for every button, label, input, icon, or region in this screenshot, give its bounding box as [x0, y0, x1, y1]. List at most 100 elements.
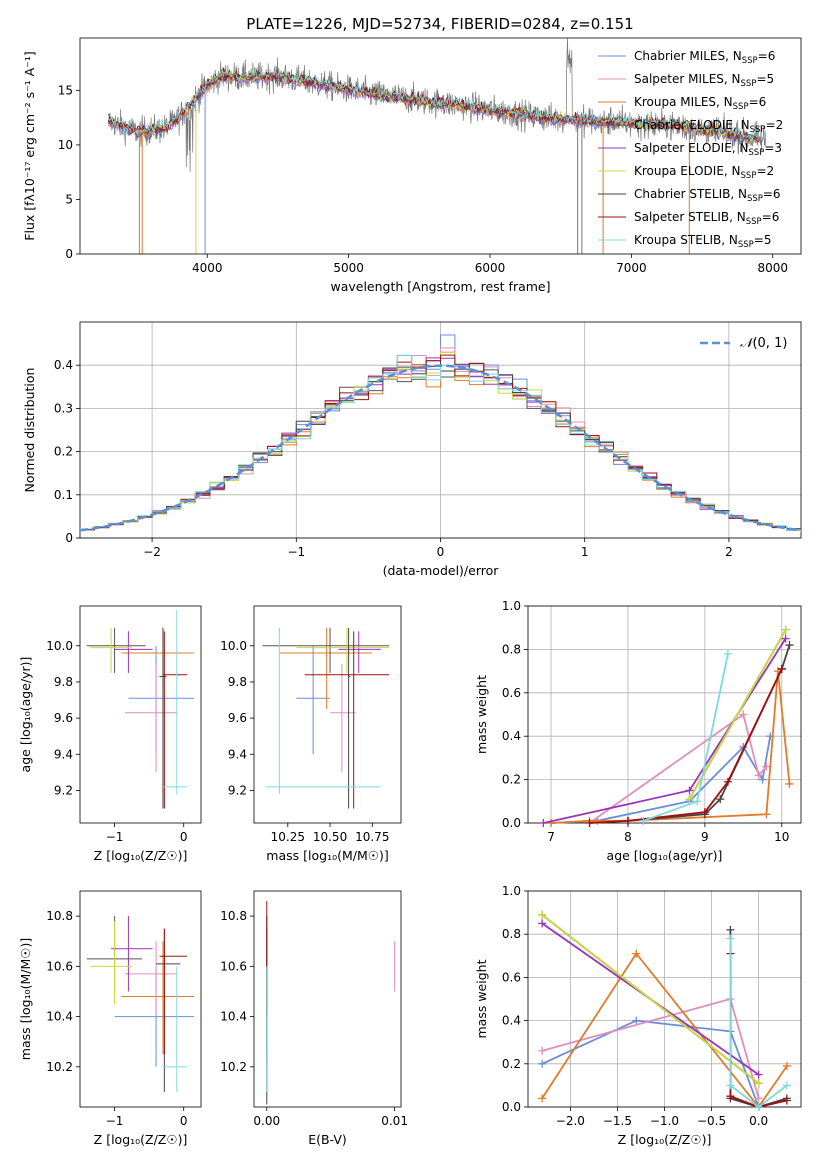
age_vs_Z-axes: −1 0 9.2 9.4 9.6 9.8 10.0 Z [log₁₀(Z/Z☉)] age [l… — [18, 605, 202, 863]
model-spectrum-line — [107, 68, 759, 143]
mass_weight_vs_Z-xtick-label: −2.0 — [556, 1114, 585, 1128]
residuals-ytick-label: 0.3 — [54, 401, 73, 415]
legend-entry-subscript: SSP — [741, 79, 757, 89]
age_vs_Z-points — [86, 609, 195, 809]
age_vs_mass-ytick-label: 9.4 — [228, 747, 247, 761]
mass-weight-marker — [547, 819, 556, 827]
mass-weight-line — [589, 668, 783, 824]
spectrum-ytick-label: 5 — [65, 192, 73, 206]
age_vs_mass-ytick-label: 9.2 — [228, 783, 247, 797]
mass-weight-marker — [754, 1070, 763, 1079]
legend-entry-value: =6 — [763, 187, 781, 201]
legend-entry: Salpeter ELODIE, NSSP=3 — [634, 141, 782, 158]
age_vs_mass-ytick-label: 10.0 — [220, 639, 247, 653]
mass-weight-marker — [726, 934, 735, 943]
spectrum-ytick-label: 0 — [65, 247, 73, 261]
mass_vs_Z-xtick-label: 0 — [180, 1114, 188, 1128]
mass-weight-marker — [538, 1094, 547, 1103]
age_vs_Z-ytick-label: 10.0 — [46, 639, 73, 653]
mass_weight_vs_age-xtick-label: 10 — [774, 830, 789, 844]
mass_weight_vs_age-ytick-label: 0.2 — [502, 773, 521, 787]
legend-entry-value: =5 — [756, 72, 774, 86]
spectrum-axes: 4000 5000 6000 7000 8000 0 5 10 15 wavelength [An… — [22, 37, 802, 294]
residuals-ytick-label: 0.1 — [54, 488, 73, 502]
age_vs_Z-xtick-label: 0 — [180, 830, 188, 844]
legend-entry: 𝒩(0, 1) — [740, 336, 787, 351]
legend-entry: Chabrier STELIB, NSSP=6 — [634, 187, 781, 204]
legend-entry-value: =2 — [766, 118, 784, 132]
age_vs_Z-ytick-label: 9.4 — [54, 747, 73, 761]
legend-entry-text: Chabrier STELIB, N — [634, 187, 747, 201]
model-spectrum-line — [108, 72, 759, 144]
legend-entry: Kroupa MILES, NSSP=6 — [634, 95, 766, 112]
mass-weight-marker — [781, 625, 790, 634]
spectrum-ylabel: Flux [fλ10⁻¹⁷ erg cm⁻² s⁻¹ A⁻¹] — [22, 51, 37, 240]
residuals-frame — [79, 321, 802, 539]
mass_weight_vs_Z-ytick-label: 0.4 — [502, 1014, 521, 1028]
mass_weight_vs_Z-ytick-label: 0.2 — [502, 1057, 521, 1071]
mass_weight_vs_Z-axes: −2.0 −1.5 −1.0 −0.5 0.0 0.0 0.2 0.4 0.6 0.8 1.0 Z [… — [474, 884, 802, 1147]
mass-weight-marker — [623, 816, 632, 825]
mass_vs_Z-xlabel: Z [log₁₀(Z/Z☉)] — [94, 1132, 188, 1147]
residuals-xtick-label: 2 — [725, 545, 733, 559]
legend-entry-label: (0, 1) — [752, 336, 787, 351]
legend-entry-subscript: SSP — [741, 171, 757, 181]
mass-weight-marker — [782, 1081, 791, 1090]
mass-weight-marker — [726, 925, 735, 934]
spectrum-traces — [107, 38, 767, 254]
legend-entry: Chabrier ELODIE, NSSP=2 — [634, 118, 783, 135]
mass-weight-marker — [700, 808, 709, 817]
mass-weight-marker — [539, 819, 548, 827]
mass-weight-marker — [538, 1059, 547, 1068]
mass-weight-line — [643, 653, 729, 822]
legend-entry-subscript: SSP — [750, 125, 766, 135]
age_vs_Z-ytick-label: 9.8 — [54, 675, 73, 689]
legend-entry-value: =2 — [756, 164, 774, 178]
mass-weight-marker — [632, 949, 641, 958]
residuals-xtick-label: 0 — [437, 545, 445, 559]
mass-weight-marker — [785, 641, 794, 650]
age_vs_Z-frame — [79, 605, 202, 824]
mass-weight-marker — [739, 710, 748, 719]
legend-entry-value: =6 — [762, 210, 780, 224]
age_vs_mass-xtick-label: 10.50 — [313, 830, 347, 844]
mass_vs_Z-points — [86, 916, 195, 1092]
residuals-ylabel: Normed distribution — [22, 368, 37, 493]
legend-entry-subscript: SSP — [748, 148, 764, 158]
mass_weight_vs_Z-lines — [538, 910, 791, 1111]
legend-entry: Kroupa STELIB, NSSP=5 — [634, 233, 772, 250]
mass-weight-marker — [726, 1081, 735, 1090]
mass_weight_vs_Z-xtick-label: −1.0 — [650, 1114, 679, 1128]
spectrum-xtick-label: 6000 — [475, 261, 506, 275]
figure-title: PLATE=1226, MJD=52734, FIBERID=0284, z=0… — [246, 15, 633, 33]
legend-entry-text: Salpeter ELODIE, N — [634, 141, 748, 155]
mass-weight-marker — [538, 919, 547, 928]
age_vs_mass-ytick-label: 9.8 — [228, 675, 247, 689]
residuals-xtick-label: 1 — [581, 545, 589, 559]
mass_weight_vs_Z-frame — [527, 890, 802, 1108]
mass_vs_EBV-points — [266, 901, 396, 1105]
legend-entry: Chabrier MILES, NSSP=6 — [634, 49, 775, 66]
mass-weight-marker — [754, 1094, 763, 1103]
legend-entry: Kroupa ELODIE, NSSP=2 — [634, 164, 774, 181]
mass_weight_vs_age-ytick-label: 0.0 — [502, 816, 521, 830]
mass_weight_vs_age-xlabel: age [log₁₀(age/yr)] — [607, 848, 723, 863]
mass-weight-marker — [762, 810, 771, 819]
mass_weight_vs_Z-ytick-label: 0.6 — [502, 970, 521, 984]
mass_weight_vs_age-lines — [539, 625, 794, 827]
mass_weight_vs_Z-ytick-label: 1.0 — [502, 884, 521, 898]
mass_weight_vs_age-xtick-label: 7 — [547, 830, 555, 844]
mass-weight-marker — [632, 1016, 641, 1025]
legend-entry-subscript: SSP — [733, 102, 749, 112]
legend-entry-subscript: SSP — [742, 56, 758, 66]
age_vs_mass-axes: 10.25 10.50 10.75 9.2 9.4 9.6 9.8 10.0 mass [log… — [220, 605, 402, 863]
mass-weight-marker — [685, 786, 694, 795]
mass_vs_EBV-ytick-label: 10.2 — [220, 1060, 247, 1074]
spectrum-xtick-label: 8000 — [757, 261, 788, 275]
mass_vs_EBV-frame — [253, 890, 402, 1108]
mass-weight-marker — [538, 1046, 547, 1055]
mass_weight_vs_age-ytick-label: 0.6 — [502, 686, 521, 700]
residuals-ytick-label: 0 — [65, 531, 73, 545]
mass-weight-marker — [639, 816, 648, 825]
age_vs_Z-ytick-label: 9.6 — [54, 711, 73, 725]
